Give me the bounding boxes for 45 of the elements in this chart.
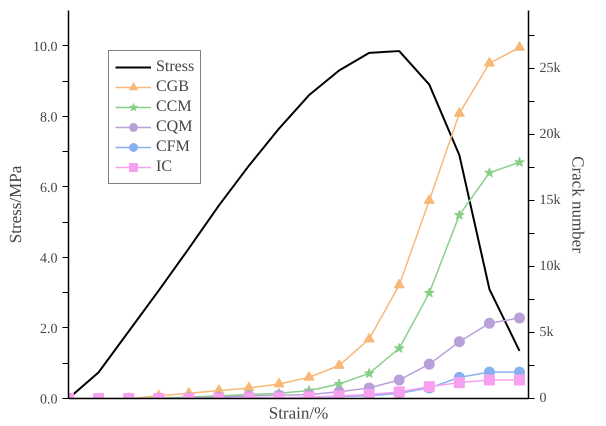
point [243,382,254,392]
legend-label: CFM [156,138,190,156]
point [514,374,525,386]
point [514,156,525,167]
point [484,57,495,67]
y-tick-label: 2.0 [40,322,58,337]
point [334,359,345,369]
point [394,374,405,386]
point [394,278,405,288]
point [484,374,495,386]
point [514,41,525,51]
y2-tick-label: 5k [540,325,554,340]
y-tick-label: 6.0 [40,180,58,196]
legend-label: CCM [156,98,192,116]
y-tick-label: 4.0 [40,251,58,266]
x-axis-title: Strain/% [268,404,328,422]
point [454,107,465,117]
point [304,371,315,381]
point [514,312,525,324]
y2-tick-label: 25k [540,61,560,76]
y2-tick-label: 10k [540,259,560,274]
point [424,358,435,370]
legend-label: CGB [156,78,189,96]
legend-label: Stress [156,58,194,76]
point [424,287,435,298]
y2-tick-label: 15k [540,193,560,208]
y2-tick-label: 0 [540,391,546,406]
point [454,377,465,388]
legend-label: CQM [156,118,192,136]
y-tick-label: 10.0 [33,40,58,55]
point [454,336,465,348]
point [484,167,495,178]
point [484,318,495,329]
point [364,368,374,378]
point [454,210,465,220]
y-tick-label: 0.0 [40,392,58,408]
point [394,342,404,353]
y2-axis-title: Crack number [568,156,588,254]
y-tick-label: 8.0 [40,110,58,126]
point [364,332,375,342]
legend-label: IC [156,158,173,176]
y-axis-title: Stress/MPa [6,165,25,244]
y2-tick-label: 20k [540,127,560,142]
point [273,378,284,388]
point [424,194,435,204]
